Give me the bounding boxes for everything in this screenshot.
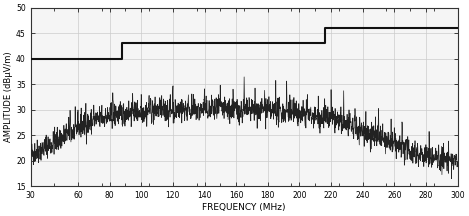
Y-axis label: AMPLITUDE (dBµV/m): AMPLITUDE (dBµV/m) xyxy=(4,52,13,142)
X-axis label: FREQUENCY (MHz): FREQUENCY (MHz) xyxy=(202,203,286,212)
